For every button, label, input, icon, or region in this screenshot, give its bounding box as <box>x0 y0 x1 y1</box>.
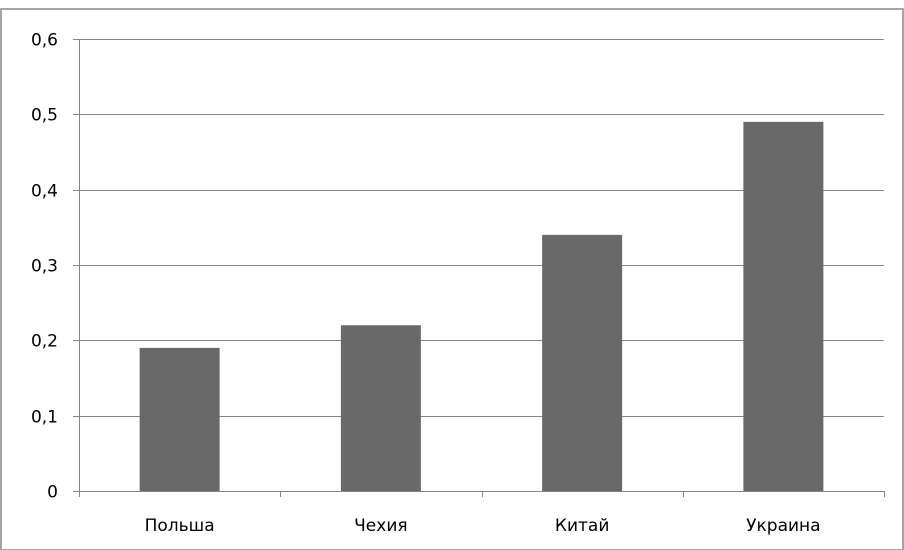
x-category-label: Чехия <box>354 516 407 536</box>
y-tick-label: 0,3 <box>31 257 58 277</box>
x-category-label: Украина <box>746 516 820 536</box>
bar-4 <box>743 121 824 491</box>
bar-1 <box>139 347 220 491</box>
y-tick-label: 0 <box>47 483 58 503</box>
bar-3 <box>542 234 623 491</box>
bars <box>139 121 824 491</box>
bar-2 <box>340 325 421 491</box>
chart-border <box>0 8 904 550</box>
y-tick-label: 0,1 <box>31 408 58 428</box>
y-tick-label: 0,5 <box>31 106 58 126</box>
y-tick-label: 0,6 <box>31 31 58 51</box>
x-category-label: Китай <box>555 516 610 536</box>
y-tick-label: 0,2 <box>31 332 58 352</box>
y-tick-label: 0,4 <box>31 182 58 202</box>
axes <box>73 39 885 497</box>
x-category-label: Польша <box>145 516 215 536</box>
labels: 0 0,1 0,2 0,3 0,4 0,5 0,6 Польша Чехия Китай Украи… <box>31 31 821 537</box>
